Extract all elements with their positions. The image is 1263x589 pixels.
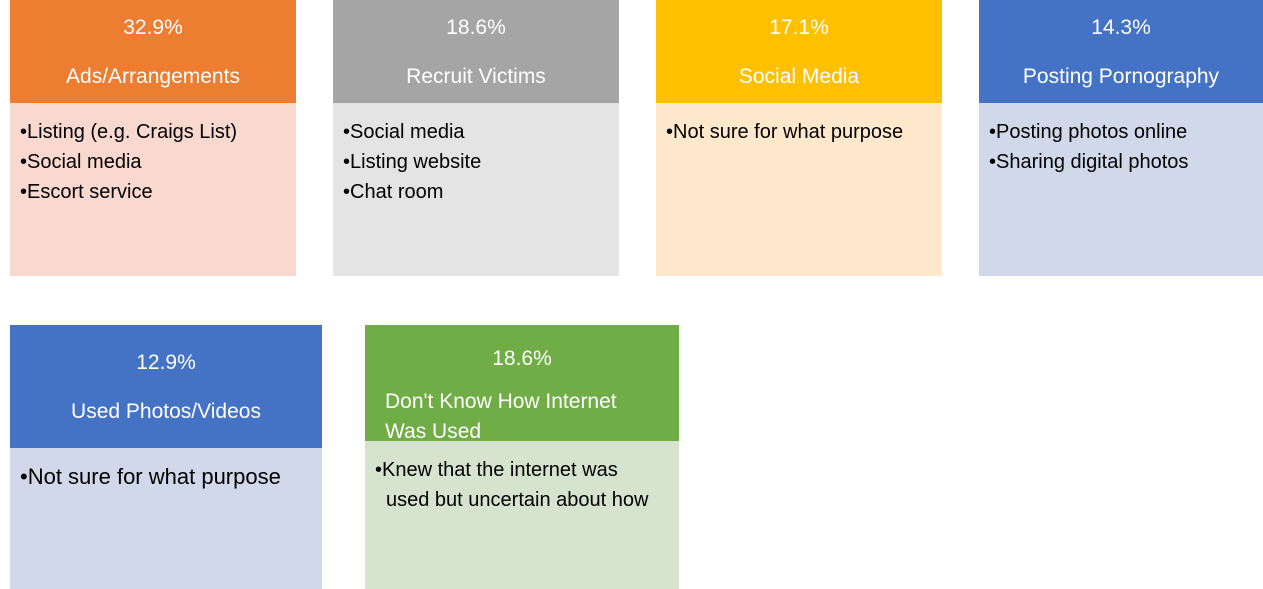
- card-label: Used Photos/Videos: [71, 400, 261, 423]
- bullet-item: Sharing digital photos: [989, 147, 1253, 177]
- card-body: Listing (e.g. Craigs List)Social mediaEs…: [10, 103, 296, 276]
- bullet-item: Posting photos online: [989, 117, 1253, 147]
- card: 12.9% Used Photos/Videos Not sure for what…: [10, 325, 322, 589]
- card-header: 18.6% Don't Know How Internet Was Used: [365, 325, 679, 443]
- card-percent: 14.3%: [1091, 16, 1151, 39]
- card-label: Recruit Victims: [406, 65, 546, 88]
- card-percent: 32.9%: [123, 16, 183, 39]
- card-body: Knew that the internet was used but unce…: [365, 441, 679, 589]
- card-label: Posting Pornography: [1022, 65, 1220, 88]
- card: 17.1% Social Media Not sure for what purpo…: [656, 0, 942, 276]
- card-label: Social Media: [738, 65, 860, 88]
- card-body: Social mediaListing websiteChat room: [333, 103, 619, 276]
- card-header: 18.6% Recruit Victims: [333, 0, 619, 103]
- card-header: 14.3% Posting Pornography: [979, 0, 1263, 103]
- card-header: 32.9% Ads/Arrangements: [10, 0, 296, 103]
- bullet-item: Social media: [20, 147, 286, 177]
- card-header: 17.1% Social Media: [656, 0, 942, 103]
- card: 18.6% Don't Know How Internet Was Used Kne…: [365, 325, 679, 589]
- bullet-item: Escort service: [20, 177, 286, 207]
- bullet-item: Chat room: [343, 177, 609, 207]
- card-body: Not sure for what purpose: [656, 103, 942, 276]
- bullet-item: Listing website: [343, 147, 609, 177]
- card: 32.9% Ads/Arrangements Listing (e.g. Craig…: [10, 0, 296, 276]
- card-percent: 18.6%: [446, 16, 506, 39]
- card: 14.3% Posting Pornography Posting photos o…: [979, 0, 1263, 276]
- bullet-item: Not sure for what purpose: [666, 117, 932, 147]
- card-percent: 12.9%: [136, 351, 196, 374]
- bullet-item: Knew that the internet was used but unce…: [375, 455, 659, 515]
- card-percent: 18.6%: [492, 347, 552, 370]
- card-percent: 17.1%: [769, 16, 829, 39]
- card-body: Not sure for what purpose: [10, 448, 322, 589]
- bullet-item: Listing (e.g. Craigs List): [20, 117, 286, 147]
- card: 18.6% Recruit Victims Social mediaListing …: [333, 0, 619, 276]
- card-body: Posting photos onlineSharing digital pho…: [979, 103, 1263, 276]
- bullet-item: Social media: [343, 117, 609, 147]
- bullet-item: Not sure for what purpose: [20, 462, 292, 492]
- card-label: Don't Know How Internet Was Used: [385, 390, 617, 443]
- card-header: 12.9% Used Photos/Videos: [10, 325, 322, 448]
- card-label: Ads/Arrangements: [66, 65, 240, 88]
